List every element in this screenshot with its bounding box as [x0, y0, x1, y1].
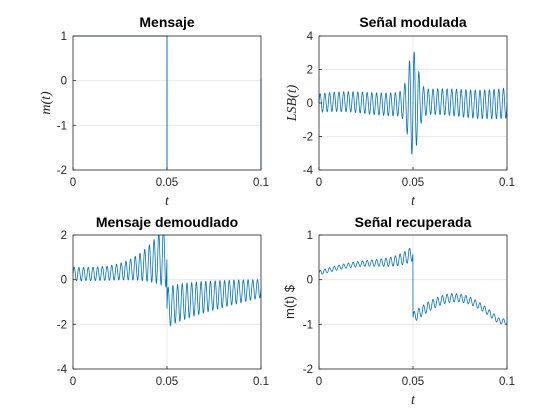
x-axis-label: t: [411, 393, 416, 408]
y-tick-label: 0: [307, 98, 313, 110]
x-axis-label: t: [165, 194, 170, 209]
y-tick-label: 1: [61, 31, 67, 43]
x-tick-label: 0.05: [156, 177, 178, 189]
subplot-senal-recuperada: Señal recuperada 0 0.05 0.1 -2 -1 0 1 t m(t) $: [282, 214, 515, 408]
series-line: [318, 247, 508, 326]
subplot-title: Mensaje demoudlado: [96, 214, 238, 230]
y-tick-label: 0: [61, 275, 67, 287]
x-tick-label: 0.1: [253, 177, 269, 189]
x-tick-label: 0.1: [253, 376, 269, 388]
x-tick-label: 0.05: [402, 177, 424, 189]
y-tick-label: -2: [303, 364, 313, 376]
y-tick-label: -4: [57, 364, 68, 376]
x-tick-label: 0.1: [499, 376, 515, 388]
y-axis-label: m(t): [39, 91, 54, 115]
y-tick-label: 2: [307, 65, 313, 77]
data-series: [318, 51, 508, 155]
y-axis-label: LSB(t): [285, 84, 300, 122]
axis-ticks: 0 0.05 0.1 -2 -1 0 1: [57, 31, 269, 189]
subplot-title: Mensaje: [139, 14, 194, 30]
x-tick-label: 0.1: [499, 177, 515, 189]
y-tick-label: -1: [303, 319, 313, 331]
axis-ticks: 0 0.05 0.1 -4 -2 0 2: [57, 230, 269, 388]
y-tick-label: -1: [57, 120, 67, 132]
x-tick-label: 0: [70, 376, 76, 388]
subplot-mensaje: Mensaje 0 0.05 0.1 -2 -1 0 1 t m(t): [39, 14, 269, 209]
x-tick-label: 0.05: [402, 376, 424, 388]
data-series: [72, 234, 262, 327]
y-tick-label: 0: [61, 76, 67, 88]
subplot-title: Señal recuperada: [355, 214, 472, 230]
series-line: [72, 234, 262, 327]
y-tick-label: 0: [307, 275, 313, 287]
y-tick-label: 1: [307, 230, 313, 242]
y-tick-label: 4: [307, 31, 314, 43]
y-tick-label: -4: [303, 165, 314, 177]
y-tick-label: 2: [61, 230, 67, 242]
subplot-senal-modulada: Señal modulada 0 0.05 0.1 -4 -2 0 2 4 t LSB(t): [285, 14, 515, 209]
x-tick-label: 0: [70, 177, 76, 189]
series-line: [318, 51, 508, 155]
y-axis-label: m(t) $: [282, 284, 297, 319]
y-tick-label: -2: [57, 319, 67, 331]
y-tick-label: -2: [57, 165, 67, 177]
x-tick-label: 0: [316, 177, 322, 189]
subplot-mensaje-demodulado: Mensaje demoudlado 0 0.05 0.1 -4 -2 0 2: [57, 214, 269, 388]
x-tick-label: 0.05: [156, 376, 178, 388]
y-tick-label: -2: [303, 132, 313, 144]
x-tick-label: 0: [316, 376, 322, 388]
subplot-title: Señal modulada: [359, 14, 467, 30]
axis-ticks: 0 0.05 0.1 -2 -1 0 1: [303, 230, 515, 388]
data-series: [318, 247, 508, 326]
axis-ticks: 0 0.05 0.1 -4 -2 0 2 4: [303, 31, 515, 189]
x-axis-label: t: [411, 194, 416, 209]
